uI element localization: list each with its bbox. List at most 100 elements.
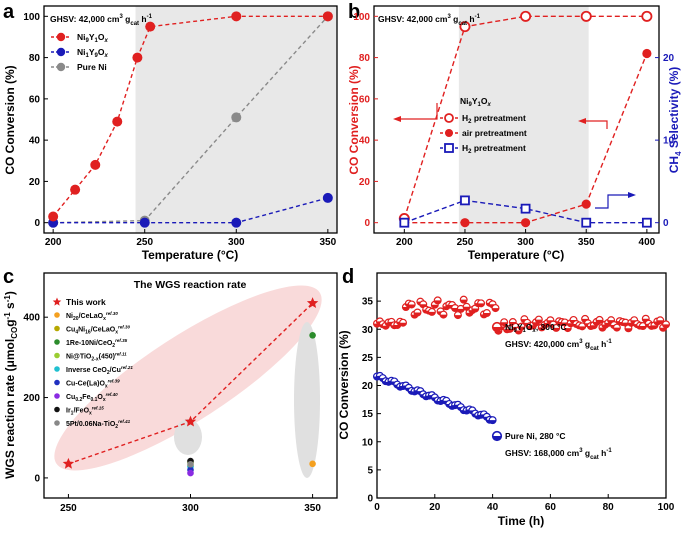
legend-marker-h2-conv: [444, 113, 454, 123]
x-tick-label: 80: [603, 502, 615, 513]
data-point: [399, 217, 410, 228]
x-tick-label: 200: [396, 237, 413, 248]
data-point-pure-ni-fill: [489, 420, 496, 424]
legend-marker: [54, 393, 60, 399]
legend-label: 5Pt/0.06Na-TiO2ref.41: [66, 419, 131, 430]
legend-label: Inverse CeO2/Curef.21: [66, 365, 133, 376]
data-point-ni9y1ox-fill: [460, 299, 468, 304]
y-tick-label: 0: [34, 473, 40, 484]
data-point-ni9y1ox-fill: [440, 314, 447, 318]
legend-label-d-pure-ni: Pure Ni, 280 °C: [505, 431, 566, 441]
data-point-ni9y1ox-fill: [483, 313, 491, 317]
panel-a-frame: [43, 5, 338, 234]
legend-ghsv-d-2: GHSV: 168,000 cm3 gcat h-1: [505, 448, 612, 461]
legend-label: Cu-Ce(La)Oxref.39: [66, 379, 120, 390]
y-tick-label: 60: [29, 94, 41, 105]
legend-marker-ni9y1ox: [56, 32, 66, 42]
data-point-ni9y1ox-fill: [651, 325, 658, 329]
legend-marker: [54, 406, 60, 413]
panel-b-series: [398, 10, 653, 228]
data-point: [520, 203, 531, 214]
panel-d-legend-ni9y1ox: Ni9Y1Ox, 300 °C GHSV: 420,000 cm3 gcat h…: [491, 321, 612, 352]
data-point: [520, 218, 531, 228]
data-point-ni9y1ox-fill: [552, 327, 560, 332]
y-tick-label: 60: [359, 94, 371, 105]
legend-marker-air-conv: [445, 129, 453, 137]
data-point: [322, 192, 333, 203]
panel-b-arrow-right: [595, 192, 636, 209]
y-tick-label: 100: [23, 12, 40, 23]
panel-a-ylabel: CO Conversion (%): [3, 65, 17, 174]
panel-label-d: d: [342, 266, 354, 288]
x-tick-label: 200: [45, 237, 62, 248]
y-tick-label: 0: [364, 218, 370, 229]
panel-c-axes: 250 300 350 0 200 400: [23, 313, 321, 514]
data-point: [90, 159, 101, 170]
x-tick-label: 350: [320, 237, 337, 248]
legend-label-pure-ni: Pure Ni: [77, 62, 107, 72]
legend-marker: [54, 339, 60, 345]
legend-label-h2-sel: H2 pretreatment: [462, 143, 526, 155]
data-point-ni9y1ox-fill: [518, 326, 525, 331]
data-point-ni9y1ox-fill: [599, 327, 606, 332]
data-point-ni9y1ox-fill: [506, 328, 514, 333]
legend-marker-this-work: [52, 297, 62, 306]
data-point-ni9y1ox-fill: [596, 319, 603, 324]
legend-label: Ir1/FeOxref.15: [66, 406, 104, 417]
panel-c-series: [62, 297, 319, 477]
legend-marker: [54, 366, 60, 372]
y-tick-label: 20: [29, 177, 41, 188]
y-right-tick-label: 0: [663, 218, 669, 229]
panel-b-legend: Ni9Y1Ox H2 pretreatment air pretreatment…: [440, 96, 527, 155]
panel-d-legend-pure-ni: Pure Ni, 280 °C GHSV: 168,000 cm3 gcat h…: [491, 430, 612, 461]
y-tick-label: 5: [367, 465, 373, 476]
y-tick-label: 35: [362, 297, 374, 308]
data-point: [309, 460, 316, 468]
panel-c-cluster-300: [174, 419, 202, 455]
legend-marker: [54, 420, 60, 426]
data-point-star: [184, 415, 197, 427]
data-point: [641, 217, 652, 228]
panel-c-highlight-ellipse: [54, 285, 322, 471]
data-point: [520, 10, 532, 22]
legend-label-air-conv: air pretreatment: [462, 128, 527, 138]
data-point: [187, 460, 194, 468]
panel-b-xlabel: Temperature (°C): [468, 248, 565, 262]
data-point: [642, 48, 652, 59]
data-point: [581, 217, 592, 228]
x-tick-label: 400: [639, 237, 656, 248]
panel-a: a 200 250 300 350 0 20 40 60 80 100 GHSV: 42,000 …: [3, 1, 338, 262]
data-point-ni9y1ox-fill: [590, 325, 598, 329]
data-point-ni9y1ox-fill: [659, 327, 667, 332]
x-tick-label: 100: [658, 502, 675, 513]
x-tick-label: 60: [545, 502, 557, 513]
y-tick-label: 200: [23, 393, 40, 404]
y-tick-label: 25: [362, 353, 374, 364]
x-tick-label: 0: [374, 502, 380, 513]
y-tick-label: 100: [353, 12, 370, 23]
y-tick-label: 0: [367, 494, 373, 505]
legend-marker: [54, 325, 60, 332]
data-point-ni9y1ox-fill: [639, 326, 647, 330]
data-point: [70, 184, 81, 195]
data-point-ni9y1ox-fill: [578, 326, 586, 330]
series-line: [53, 15, 329, 224]
legend-label: Ni@TiO2-x(450)ref.11: [66, 352, 127, 363]
data-point: [231, 11, 242, 22]
data-point: [132, 52, 143, 63]
y-tick-label: 40: [29, 136, 41, 147]
data-point: [322, 11, 333, 22]
legend-ghsv-d-1: GHSV: 420,000 cm3 gcat h-1: [505, 339, 612, 352]
data-point-ni9y1ox-fill: [451, 307, 459, 312]
legend-label: Cu0.2Fe0.1Oxref.40: [66, 392, 118, 403]
data-point: [459, 21, 471, 33]
series-line: [52, 15, 328, 217]
data-point: [641, 10, 653, 22]
panel-c-cluster-350: [294, 322, 320, 478]
data-point-ni9y1ox-fill: [471, 308, 479, 312]
data-point: [309, 331, 316, 339]
y-tick-label: 0: [34, 218, 40, 229]
y-tick-label: 20: [359, 177, 371, 188]
legend-label-ni9y1ox: Ni9Y1Ox: [77, 32, 108, 44]
panel-d-axes: 0 20 40 60 80 100 0 5 10 15 20 25 30 35: [362, 297, 675, 513]
